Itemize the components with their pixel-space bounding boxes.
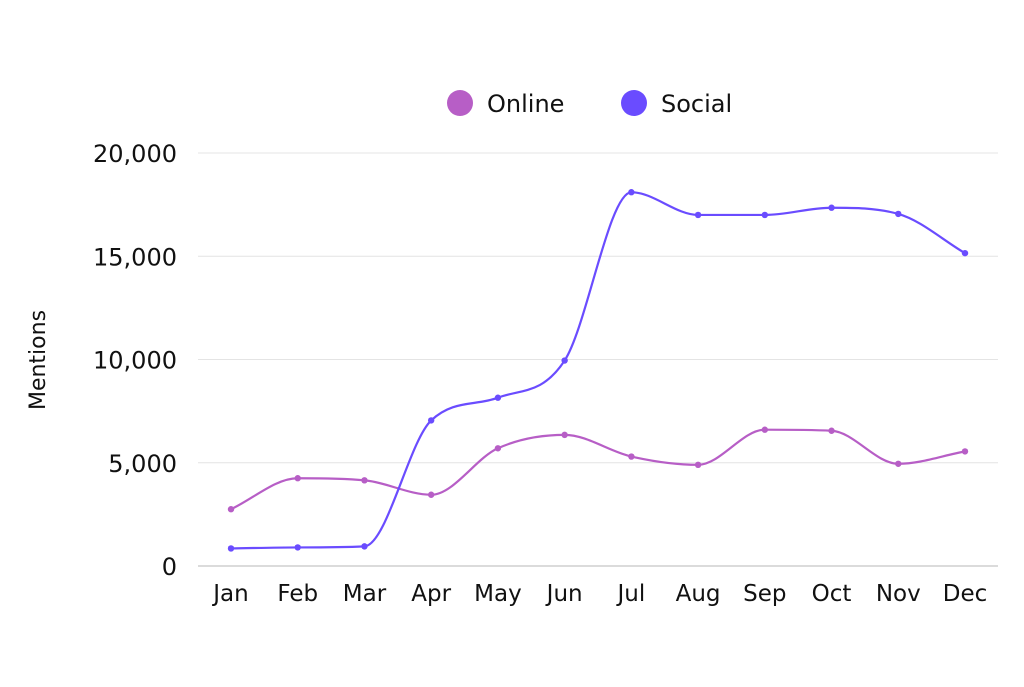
x-tick-label: May (474, 581, 522, 607)
x-tick-label: Jul (615, 581, 645, 607)
legend-swatch (447, 90, 473, 116)
data-point-online (294, 475, 301, 482)
x-tick-label: Aug (676, 581, 721, 607)
data-point-online (694, 461, 702, 469)
legend-label: Social (661, 90, 732, 118)
legend-item-online: Online (447, 90, 564, 118)
data-point-social (361, 543, 368, 550)
x-tick-label: Oct (812, 581, 852, 607)
y-tick-label: 0 (162, 553, 177, 581)
y-tick-label: 20,000 (93, 140, 177, 168)
x-tick-label: Sep (743, 581, 786, 607)
data-point-social (427, 417, 435, 424)
series-line-social (229, 191, 967, 550)
data-point-online (761, 426, 769, 433)
data-point-online (628, 453, 635, 460)
data-point-social (895, 210, 902, 218)
data-point-social (961, 249, 969, 257)
data-point-online (895, 460, 902, 467)
data-point-online (227, 506, 235, 513)
y-tick-label: 15,000 (93, 243, 177, 271)
series-social (227, 189, 969, 552)
y-axis-label: Mentions (26, 310, 51, 410)
x-tick-label: Mar (343, 581, 387, 607)
legend-label: Online (487, 90, 564, 118)
data-point-social (227, 545, 235, 552)
series-lines (227, 189, 969, 552)
x-tick-label: Feb (277, 581, 318, 607)
x-tick-label: Apr (411, 581, 451, 607)
data-point-social (828, 204, 835, 211)
data-point-social (628, 189, 635, 196)
data-point-online (961, 448, 969, 455)
x-tick-label: Dec (943, 581, 988, 607)
data-point-online (828, 427, 835, 434)
gridlines (198, 152, 998, 567)
data-point-social (561, 357, 568, 364)
data-point-online (427, 491, 435, 498)
legend-item-social: Social (621, 90, 732, 118)
data-point-social (494, 394, 502, 401)
x-tick-label: Jan (211, 581, 248, 607)
data-point-social (761, 211, 769, 219)
y-tick-label: 10,000 (93, 347, 177, 375)
y-tick-label: 5,000 (108, 450, 177, 478)
x-tick-label: Jun (545, 581, 583, 607)
axes: 0 5,000 10,000 15,000 20,000 Jan Feb Mar Apr May J… (93, 140, 987, 607)
legend: Online Social (447, 90, 732, 118)
data-point-online (561, 431, 568, 439)
series-line-online (229, 428, 967, 511)
data-point-online (361, 477, 368, 484)
series-online (227, 426, 969, 513)
data-point-social (294, 544, 301, 551)
data-point-online (494, 445, 502, 452)
legend-swatch (621, 90, 647, 116)
data-point-social (694, 211, 702, 219)
x-tick-label: Nov (876, 581, 921, 607)
